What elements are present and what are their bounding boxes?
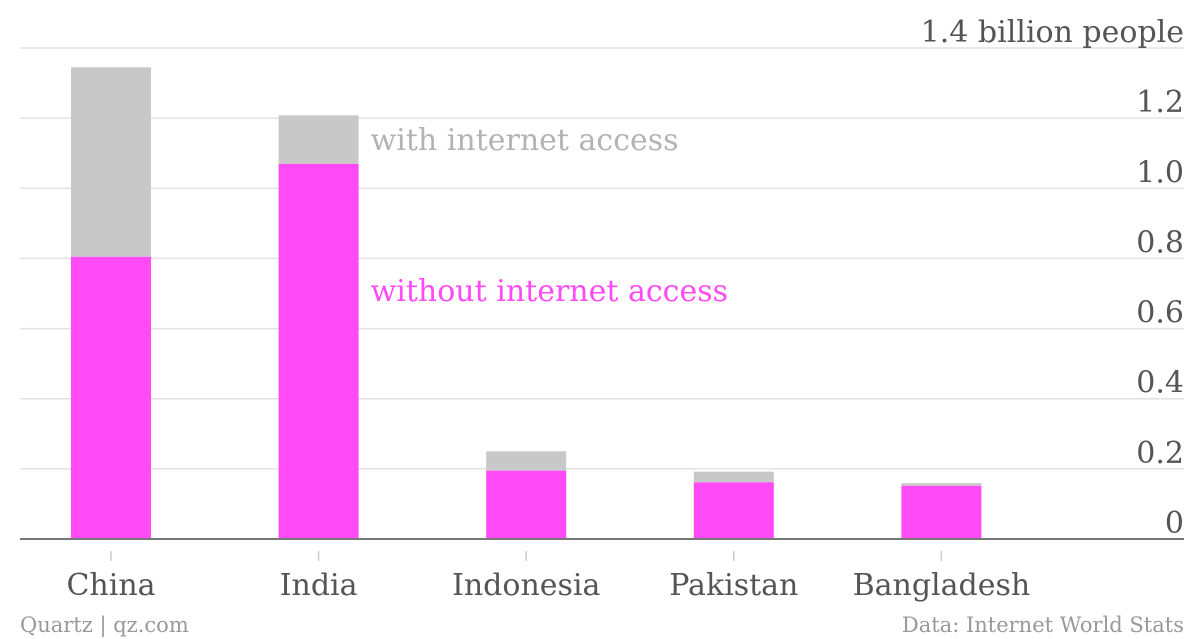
gridlines [20, 47, 1184, 470]
bars [71, 67, 982, 539]
y-tick-label: 1.2 [1136, 85, 1184, 120]
bar-pakistan-with-access [693, 471, 774, 483]
series-label-with-access: with internet access [371, 123, 679, 158]
bar-bangladesh-with-access [901, 483, 982, 486]
credit-text: Quartz | qz.com [20, 613, 189, 638]
bar-india-without-access [278, 163, 359, 539]
y-tick-label: 1.0 [1136, 155, 1184, 190]
y-tick-label: 0 [1165, 506, 1184, 541]
y-tick-label: 1.4 billion people [921, 15, 1184, 50]
series-labels: with internet access without internet acc… [371, 123, 728, 309]
category-labels: China India Indonesia Pakistan Bangladesh [66, 568, 1030, 603]
bar-pakistan-without-access [693, 482, 774, 539]
y-tick-labels: 0 0.2 0.4 0.6 0.8 1.0 1.2 1.4 billion people [921, 15, 1184, 541]
bar-india-with-access [278, 115, 359, 164]
bar-bangladesh-without-access [901, 485, 982, 539]
y-tick-label: 0.2 [1136, 436, 1184, 471]
bar-china-with-access [71, 67, 151, 257]
x-ticks [110, 551, 943, 561]
category-label: Bangladesh [853, 568, 1031, 603]
y-tick-label: 0.6 [1136, 296, 1184, 331]
y-tick-label: 0.8 [1136, 225, 1184, 260]
bar-china-without-access [71, 256, 151, 539]
category-label: India [280, 568, 358, 603]
series-label-without-access: without internet access [371, 274, 728, 309]
category-label: Pakistan [669, 568, 798, 603]
category-label: China [66, 568, 155, 603]
category-label: Indonesia [452, 568, 601, 603]
bar-indonesia-without-access [486, 470, 567, 539]
source-text: Data: Internet World Stats [902, 613, 1184, 637]
y-tick-label: 0.4 [1136, 366, 1184, 401]
bar-indonesia-with-access [486, 451, 567, 471]
